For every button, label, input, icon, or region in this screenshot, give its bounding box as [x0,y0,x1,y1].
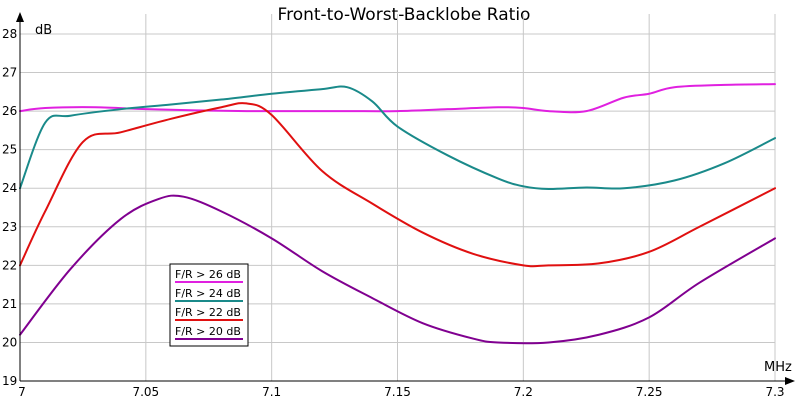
x-tick-label: 7.15 [384,385,411,399]
y-tick-label: 26 [2,104,17,118]
series-group [19,83,776,345]
series-line-4 [19,194,776,345]
legend-label: F/R > 26 dB [175,268,241,281]
x-tick-label: 7.05 [132,385,159,399]
x-axis-unit: MHz [764,360,792,375]
y-tick-label: 25 [2,143,17,157]
x-tick-label: 7.2 [514,385,533,399]
y-tick-label: 23 [2,220,17,234]
y-tick-label: 24 [2,181,17,195]
legend: F/R > 26 dB F/R > 24 dB F/R > 22 dB F/R > 2… [169,263,249,347]
series-line-3 [19,102,776,268]
y-axis-unit: dB [35,23,52,38]
chart-title: Front-to-Worst-Backlobe Ratio [278,5,531,25]
series-line-1 [19,83,776,114]
y-tick-label: 19 [2,374,17,388]
x-tick-label: 7 [18,385,26,399]
y-tick-label: 27 [2,66,17,80]
legend-label: F/R > 24 dB [175,287,241,300]
legend-label: F/R > 20 dB [175,325,241,338]
legend-label: F/R > 22 dB [175,306,241,319]
x-tick-label: 7.1 [262,385,281,399]
y-tick-label: 22 [2,258,17,272]
y-tick-label: 21 [2,297,17,311]
x-axis-arrow [785,377,795,385]
series-line-2 [19,85,776,190]
x-tick-label: 7.3 [765,385,784,399]
tick-labels: 19 20 21 22 23 24 25 26 27 28 7 7.05 7.1 7.15 7.2 7.25 7… [2,27,785,399]
legend-box [169,263,249,347]
y-axis-arrow [16,12,24,22]
x-tick-label: 7.25 [636,385,663,399]
grid [20,14,776,381]
axes [16,12,795,385]
y-tick-label: 28 [2,27,17,41]
y-tick-label: 20 [2,335,17,349]
